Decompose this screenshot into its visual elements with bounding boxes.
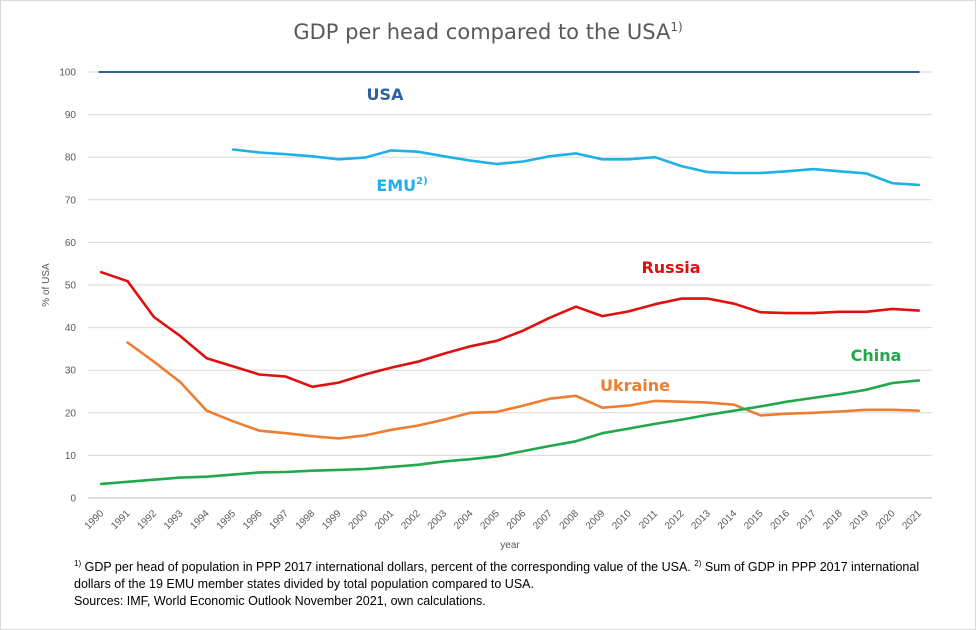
y-axis-label: % of USA: [41, 263, 52, 307]
footnote-1-mark: 1): [74, 559, 82, 568]
x-tick-label: 1991: [109, 508, 133, 532]
y-tick-label: 0: [70, 494, 76, 505]
x-tick-label: 2015: [742, 508, 766, 532]
y-tick-label: 10: [65, 451, 77, 462]
series-line-ukraine: [126, 341, 921, 440]
x-tick-label: 2009: [584, 508, 608, 532]
gridlines: [88, 71, 932, 499]
x-tick-label: 2018: [821, 508, 845, 532]
x-tick-label: 2013: [689, 508, 713, 532]
y-tick-label: 20: [65, 408, 77, 419]
x-axis-ticks: 1990 1991 1992 1993 1994 1995 1996 1997 1998 1999…: [83, 508, 924, 532]
x-tick-label: 1995: [215, 508, 239, 532]
y-tick-label: 80: [65, 153, 77, 164]
series-labels: USA EMU2) Russia Ukraine China: [367, 85, 902, 395]
series-lines: [98, 71, 921, 486]
footnote-2-mark: 2): [694, 559, 702, 568]
y-tick-label: 70: [65, 195, 77, 206]
x-tick-label: 2004: [452, 508, 476, 532]
footnote-lines: 1) GDP per head of population in PPP 201…: [74, 555, 954, 593]
x-tick-label: 2002: [399, 508, 423, 532]
x-tick-label: 2005: [478, 508, 502, 532]
series-line-china: [99, 379, 921, 486]
y-tick-label: 30: [65, 366, 77, 377]
x-tick-label: 1994: [188, 508, 212, 532]
series-label-russia: Russia: [641, 258, 700, 277]
x-tick-label: 2017: [795, 508, 819, 532]
x-tick-label: 1992: [136, 508, 160, 532]
y-tick-label: 90: [65, 110, 77, 121]
series-label-usa: USA: [367, 85, 405, 104]
y-tick-label: 60: [65, 238, 77, 249]
x-tick-label: 2014: [716, 508, 740, 532]
x-tick-label: 2003: [426, 508, 450, 532]
x-tick-label: 1997: [267, 508, 291, 532]
x-tick-label: 2006: [505, 508, 529, 532]
x-tick-label: 2021: [900, 508, 924, 532]
x-tick-label: 2007: [531, 508, 555, 532]
x-tick-label: 2016: [769, 508, 793, 532]
x-tick-label: 2008: [558, 508, 582, 532]
series-label-emu: EMU2): [376, 176, 427, 195]
sources-line: Sources: IMF, World Economic Outlook Nov…: [74, 594, 486, 609]
chart-title: GDP per head compared to the USA1): [0, 20, 976, 44]
x-tick-label: 1998: [294, 508, 318, 532]
series-label-china: China: [851, 346, 902, 365]
chart-title-text: GDP per head compared to the USA: [293, 20, 671, 44]
x-tick-label: 1990: [83, 508, 107, 532]
x-tick-label: 2012: [663, 508, 687, 532]
y-axis-ticks: 0 10 20 30 40 50 60 70 80 90 100: [59, 68, 76, 505]
y-tick-label: 50: [65, 281, 77, 292]
footnote-2-text: Sum of GDP in PPP 2017 international dol…: [74, 560, 920, 592]
x-tick-label: 1996: [241, 508, 265, 532]
x-tick-label: 2010: [610, 508, 634, 532]
y-tick-label: 100: [59, 68, 76, 79]
y-tick-label: 40: [65, 323, 77, 334]
chart-title-footnote-mark: 1): [670, 20, 683, 34]
x-tick-label: 2000: [347, 508, 371, 532]
x-axis-label: year: [500, 540, 520, 551]
footnotes: 1) GDP per head of population in PPP 201…: [74, 555, 954, 610]
x-tick-label: 1999: [320, 508, 344, 532]
x-tick-label: 2019: [848, 508, 872, 532]
series-line-emu: [231, 148, 921, 187]
x-tick-label: 1993: [162, 508, 186, 532]
x-tick-label: 2011: [637, 508, 660, 531]
series-label-ukraine: Ukraine: [600, 376, 670, 395]
series-line-russia: [99, 270, 921, 389]
x-tick-label: 2020: [874, 508, 898, 532]
x-tick-label: 2001: [373, 508, 397, 532]
footnote-1-text: GDP per head of population in PPP 2017 i…: [81, 560, 691, 575]
